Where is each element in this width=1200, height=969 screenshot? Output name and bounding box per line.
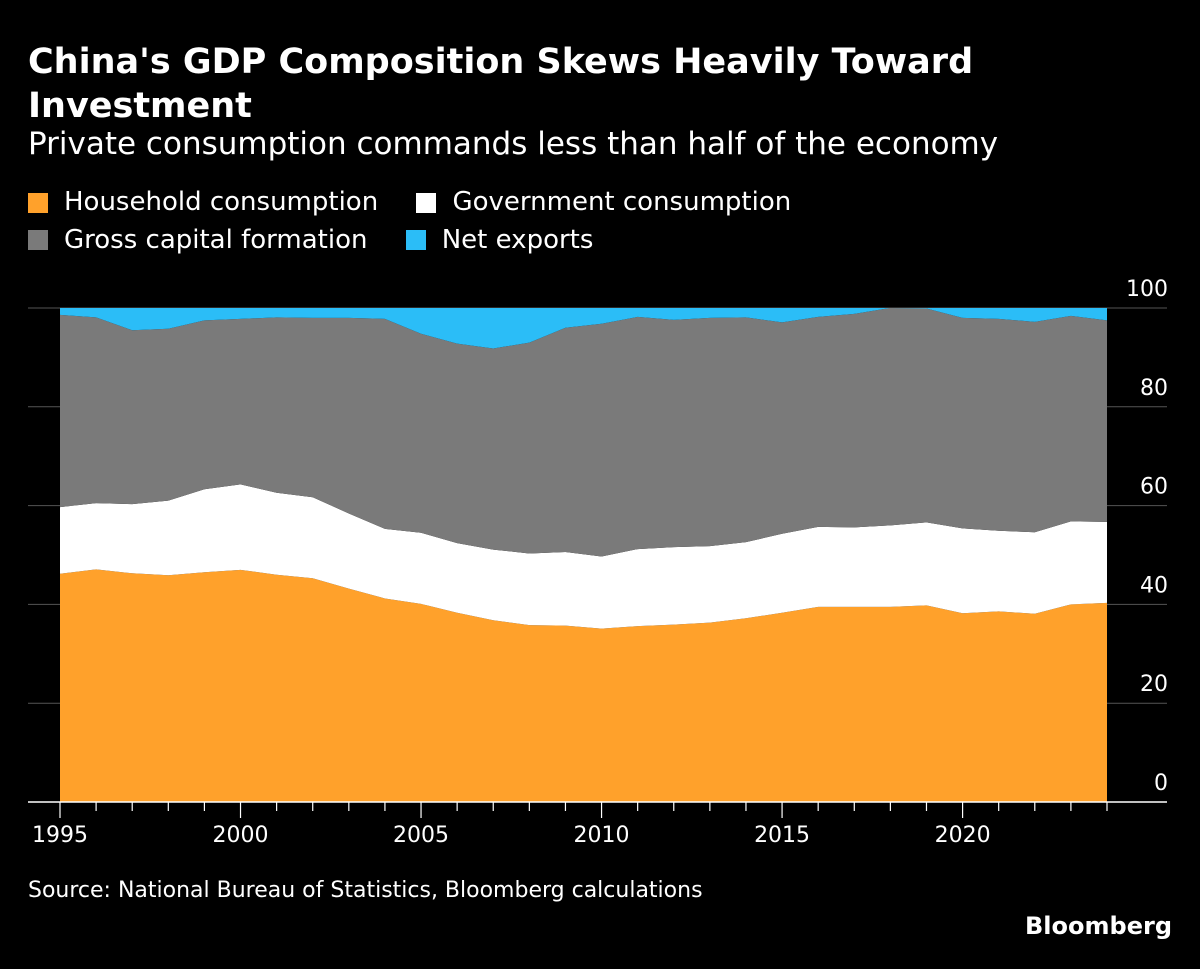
x-tick-label-2020: 2020 xyxy=(935,823,991,848)
chart-title: China's GDP Composition Skews Heavily To… xyxy=(28,42,974,126)
legend-swatch-net-exports xyxy=(405,230,426,250)
legend-item-government: Government consumption xyxy=(416,185,791,220)
area-net_exports xyxy=(60,308,1107,349)
chart-subtitle: Private consumption commands less than h… xyxy=(28,126,999,162)
y-tick-label-20: 20 xyxy=(1140,672,1168,697)
legend-item-capital: Gross capital formation xyxy=(28,223,367,258)
axes: 0 20 40 60 80 100 1995 2000 2005 2010 2015 2020 xyxy=(28,277,1168,848)
y-tick-label-0: 0 xyxy=(1154,771,1168,796)
x-tick-label-1995: 1995 xyxy=(32,823,88,848)
bloomberg-logo: Bloomberg xyxy=(1025,912,1172,940)
legend-label-capital: Gross capital formation xyxy=(64,224,368,255)
x-tick-label-2010: 2010 xyxy=(574,823,630,848)
legend-swatch-capital xyxy=(28,230,48,250)
x-tick-label-2000: 2000 xyxy=(213,823,269,848)
area-series xyxy=(60,308,1107,802)
legend-label-government: Government consumption xyxy=(452,187,792,217)
area-capital xyxy=(60,308,1107,557)
y-tick-label-80: 80 xyxy=(1140,376,1168,401)
legend-item-net-exports: Net exports xyxy=(405,223,594,258)
y-tick-label-40: 40 xyxy=(1140,573,1168,598)
legend-label-net-exports: Net exports xyxy=(441,224,594,255)
x-tick-label-2015: 2015 xyxy=(754,823,810,848)
legend-swatch-government xyxy=(416,192,437,213)
area-government xyxy=(60,484,1107,629)
y-tick-label-60: 60 xyxy=(1140,475,1168,500)
area-household xyxy=(60,569,1107,802)
y-tick-label-100: 100 xyxy=(1126,277,1168,302)
legend-item-household: Household consumption xyxy=(28,185,378,220)
x-tick-label-2005: 2005 xyxy=(393,823,449,848)
source-note: Source: National Bureau of Statistics, B… xyxy=(28,878,703,903)
legend: Household consumption Government consump… xyxy=(28,185,1178,260)
legend-swatch-household xyxy=(28,192,48,213)
legend-label-household: Household consumption xyxy=(64,187,379,217)
